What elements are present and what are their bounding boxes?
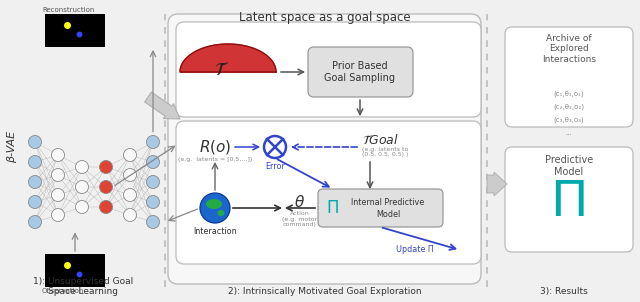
- Ellipse shape: [206, 199, 222, 209]
- Bar: [45, 254, 105, 287]
- Text: $\mathcal{T}$Goal: $\mathcal{T}$Goal: [362, 133, 399, 147]
- Text: Update Π: Update Π: [396, 245, 434, 254]
- Text: (c₁,θ₁,o₁): (c₁,θ₁,o₁): [554, 91, 584, 97]
- Text: $R(o)$: $R(o)$: [199, 138, 231, 156]
- FancyBboxPatch shape: [168, 14, 481, 284]
- Circle shape: [51, 149, 65, 162]
- Text: Model: Model: [376, 210, 400, 219]
- Circle shape: [76, 160, 88, 174]
- Text: Latent space as a goal space: Latent space as a goal space: [239, 11, 411, 24]
- Circle shape: [124, 208, 136, 221]
- Text: 1): Unsupervised Goal
Space Learning: 1): Unsupervised Goal Space Learning: [33, 277, 133, 296]
- FancyArrow shape: [145, 92, 180, 119]
- FancyBboxPatch shape: [505, 27, 633, 127]
- Text: (e.g. latents to
(0.5, 0.5, 0.5) ): (e.g. latents to (0.5, 0.5, 0.5) ): [362, 146, 408, 157]
- Text: Observation: Observation: [42, 288, 84, 294]
- Circle shape: [124, 149, 136, 162]
- Text: Interaction: Interaction: [193, 227, 237, 236]
- Circle shape: [124, 169, 136, 182]
- Circle shape: [99, 160, 113, 174]
- Text: Reconstruction: Reconstruction: [42, 7, 94, 13]
- FancyBboxPatch shape: [176, 121, 481, 264]
- Circle shape: [29, 216, 42, 229]
- Circle shape: [124, 188, 136, 201]
- Circle shape: [51, 208, 65, 221]
- FancyBboxPatch shape: [308, 47, 413, 97]
- FancyBboxPatch shape: [505, 147, 633, 252]
- Circle shape: [147, 195, 159, 208]
- Circle shape: [51, 188, 65, 201]
- Text: $\theta$: $\theta$: [294, 194, 305, 210]
- Circle shape: [99, 201, 113, 214]
- Text: Error: Error: [265, 162, 285, 171]
- Text: β-VAE: β-VAE: [7, 131, 17, 163]
- Text: (c₃,θ₃,o₃): (c₃,θ₃,o₃): [554, 117, 584, 123]
- Polygon shape: [180, 44, 276, 72]
- Text: Predictive
Model: Predictive Model: [545, 155, 593, 177]
- Text: 2): Intrinsically Motivated Goal Exploration: 2): Intrinsically Motivated Goal Explora…: [228, 287, 422, 296]
- Text: Archive of
Explored
Interactions: Archive of Explored Interactions: [542, 34, 596, 64]
- Circle shape: [147, 136, 159, 149]
- Circle shape: [147, 216, 159, 229]
- FancyArrow shape: [487, 172, 507, 196]
- Circle shape: [200, 193, 230, 223]
- Circle shape: [29, 195, 42, 208]
- Text: $\Pi$: $\Pi$: [326, 199, 339, 217]
- FancyBboxPatch shape: [176, 22, 481, 117]
- Circle shape: [51, 169, 65, 182]
- Circle shape: [99, 181, 113, 194]
- Circle shape: [76, 181, 88, 194]
- Text: 3): Results: 3): Results: [540, 287, 588, 296]
- Text: (e.g.  latents = [0.5,...]): (e.g. latents = [0.5,...]): [178, 156, 252, 162]
- Circle shape: [29, 175, 42, 188]
- Circle shape: [29, 156, 42, 169]
- Text: ...: ...: [566, 130, 572, 136]
- Text: $\mathcal{T}$: $\mathcal{T}$: [214, 61, 230, 79]
- FancyBboxPatch shape: [318, 189, 443, 227]
- Circle shape: [29, 136, 42, 149]
- Text: Action
(e.g. motor
command): Action (e.g. motor command): [282, 211, 317, 227]
- Circle shape: [147, 156, 159, 169]
- Text: Internal Predictive: Internal Predictive: [351, 198, 424, 207]
- Text: Π: Π: [550, 178, 588, 226]
- Circle shape: [147, 175, 159, 188]
- Bar: [45, 14, 105, 47]
- Ellipse shape: [218, 210, 225, 216]
- Circle shape: [76, 201, 88, 214]
- Text: (c₂,θ₂,o₂): (c₂,θ₂,o₂): [554, 104, 584, 110]
- Circle shape: [264, 136, 286, 158]
- Text: Prior Based
Goal Sampling: Prior Based Goal Sampling: [324, 61, 396, 83]
